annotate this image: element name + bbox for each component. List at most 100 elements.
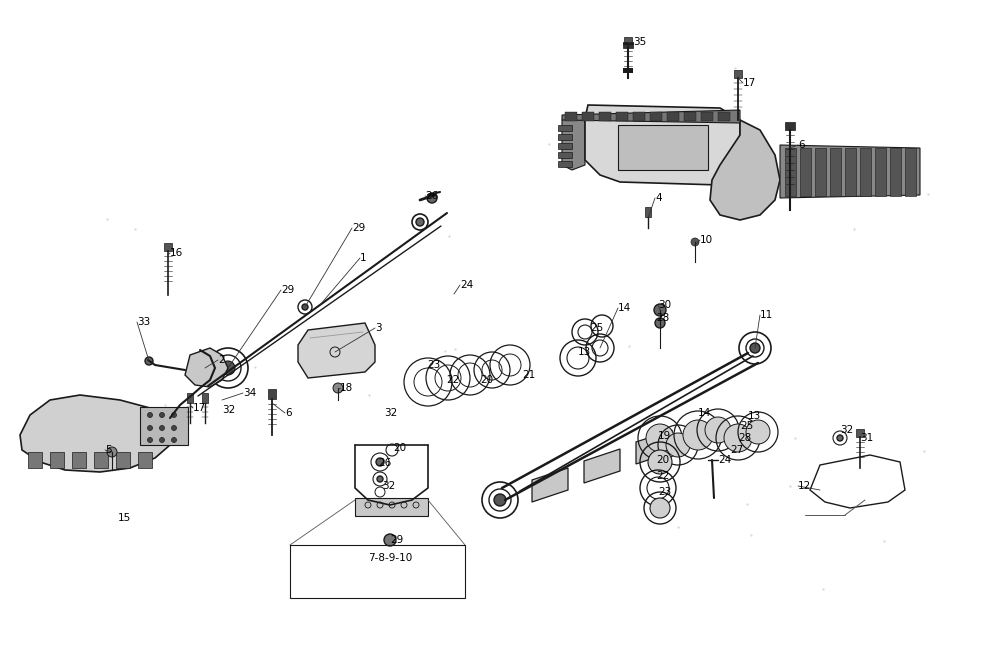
Circle shape (705, 417, 731, 443)
Text: 6: 6 (285, 408, 292, 418)
Circle shape (427, 193, 437, 203)
Point (376, 502, 392, 513)
Text: 29: 29 (352, 223, 365, 233)
Text: 26: 26 (378, 458, 391, 468)
Polygon shape (582, 112, 594, 121)
Polygon shape (650, 112, 662, 121)
Text: 25: 25 (740, 421, 753, 431)
Bar (187, 393, 193, 403)
Polygon shape (50, 452, 64, 468)
Circle shape (107, 447, 117, 457)
Bar (355, 498, 428, 516)
Polygon shape (532, 468, 568, 502)
Polygon shape (584, 449, 620, 483)
Polygon shape (633, 112, 645, 121)
Circle shape (683, 420, 713, 450)
Circle shape (656, 154, 664, 162)
Polygon shape (710, 120, 780, 220)
Polygon shape (785, 148, 796, 196)
Bar (623, 68, 633, 73)
Bar (645, 207, 651, 217)
Polygon shape (845, 148, 856, 196)
Circle shape (648, 450, 672, 474)
Text: 13: 13 (748, 411, 761, 421)
Circle shape (681, 131, 689, 139)
Point (739, 499, 755, 509)
Polygon shape (20, 395, 175, 472)
Point (670, 522, 686, 533)
Circle shape (650, 498, 670, 518)
Polygon shape (185, 348, 228, 387)
Text: 29: 29 (390, 535, 403, 545)
Point (447, 344, 463, 355)
Polygon shape (815, 148, 826, 196)
Polygon shape (780, 145, 920, 198)
Text: 2: 2 (218, 355, 225, 365)
Text: 15: 15 (118, 513, 131, 523)
Text: 13: 13 (578, 347, 591, 357)
Circle shape (172, 412, 176, 418)
Bar (734, 70, 742, 78)
Polygon shape (298, 323, 375, 378)
Circle shape (172, 426, 176, 430)
Circle shape (750, 343, 760, 353)
Text: 20: 20 (480, 375, 493, 385)
Bar (618, 125, 708, 170)
Text: 18: 18 (340, 383, 353, 393)
Text: 32: 32 (840, 425, 853, 435)
Text: 29: 29 (281, 285, 294, 295)
Bar (202, 393, 208, 403)
Circle shape (654, 304, 666, 316)
Text: 12: 12 (798, 481, 811, 491)
Circle shape (746, 420, 770, 444)
Text: 20: 20 (393, 443, 406, 453)
Polygon shape (718, 112, 730, 121)
Polygon shape (558, 125, 572, 131)
Polygon shape (28, 452, 42, 468)
Circle shape (145, 357, 153, 365)
Circle shape (494, 494, 506, 506)
Polygon shape (94, 452, 108, 468)
Circle shape (160, 426, 164, 430)
Point (437, 345, 453, 356)
Polygon shape (562, 110, 740, 123)
Point (724, 155, 740, 165)
Polygon shape (875, 148, 886, 196)
Point (127, 224, 143, 234)
Circle shape (646, 424, 674, 452)
Circle shape (837, 435, 843, 441)
Text: 28: 28 (738, 433, 751, 443)
Circle shape (148, 438, 152, 442)
Polygon shape (616, 112, 628, 121)
Text: 30: 30 (658, 300, 671, 310)
Point (920, 189, 936, 199)
Point (743, 530, 759, 540)
Bar (785, 122, 795, 130)
Polygon shape (636, 430, 672, 464)
Polygon shape (558, 143, 572, 149)
Text: 22: 22 (446, 375, 459, 385)
Text: 23: 23 (427, 360, 440, 370)
Bar (624, 37, 632, 42)
Text: 27: 27 (730, 445, 743, 455)
Bar (623, 43, 633, 48)
Polygon shape (558, 152, 572, 158)
Text: 22: 22 (656, 471, 669, 481)
Polygon shape (558, 134, 572, 140)
Circle shape (631, 131, 639, 139)
Text: 17: 17 (193, 403, 206, 413)
Point (157, 400, 173, 410)
Polygon shape (565, 112, 577, 121)
Circle shape (724, 424, 752, 452)
Bar (268, 389, 276, 399)
Text: 32: 32 (382, 481, 395, 491)
Point (876, 535, 892, 546)
Text: 5: 5 (105, 445, 112, 455)
Point (787, 432, 803, 443)
Bar (164, 243, 172, 251)
Text: 1: 1 (360, 253, 367, 263)
Point (846, 224, 862, 234)
Circle shape (221, 361, 235, 375)
Circle shape (631, 151, 639, 159)
Text: 10: 10 (700, 235, 713, 245)
